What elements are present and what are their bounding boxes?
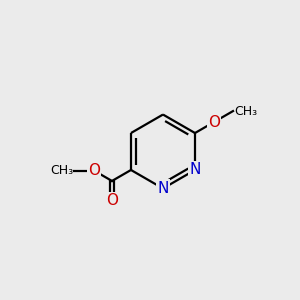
Text: O: O bbox=[88, 163, 100, 178]
Text: O: O bbox=[106, 193, 118, 208]
Text: CH₃: CH₃ bbox=[234, 105, 257, 118]
Text: N: N bbox=[157, 181, 169, 196]
Text: N: N bbox=[189, 163, 201, 178]
Text: O: O bbox=[208, 115, 220, 130]
Text: CH₃: CH₃ bbox=[50, 164, 73, 177]
